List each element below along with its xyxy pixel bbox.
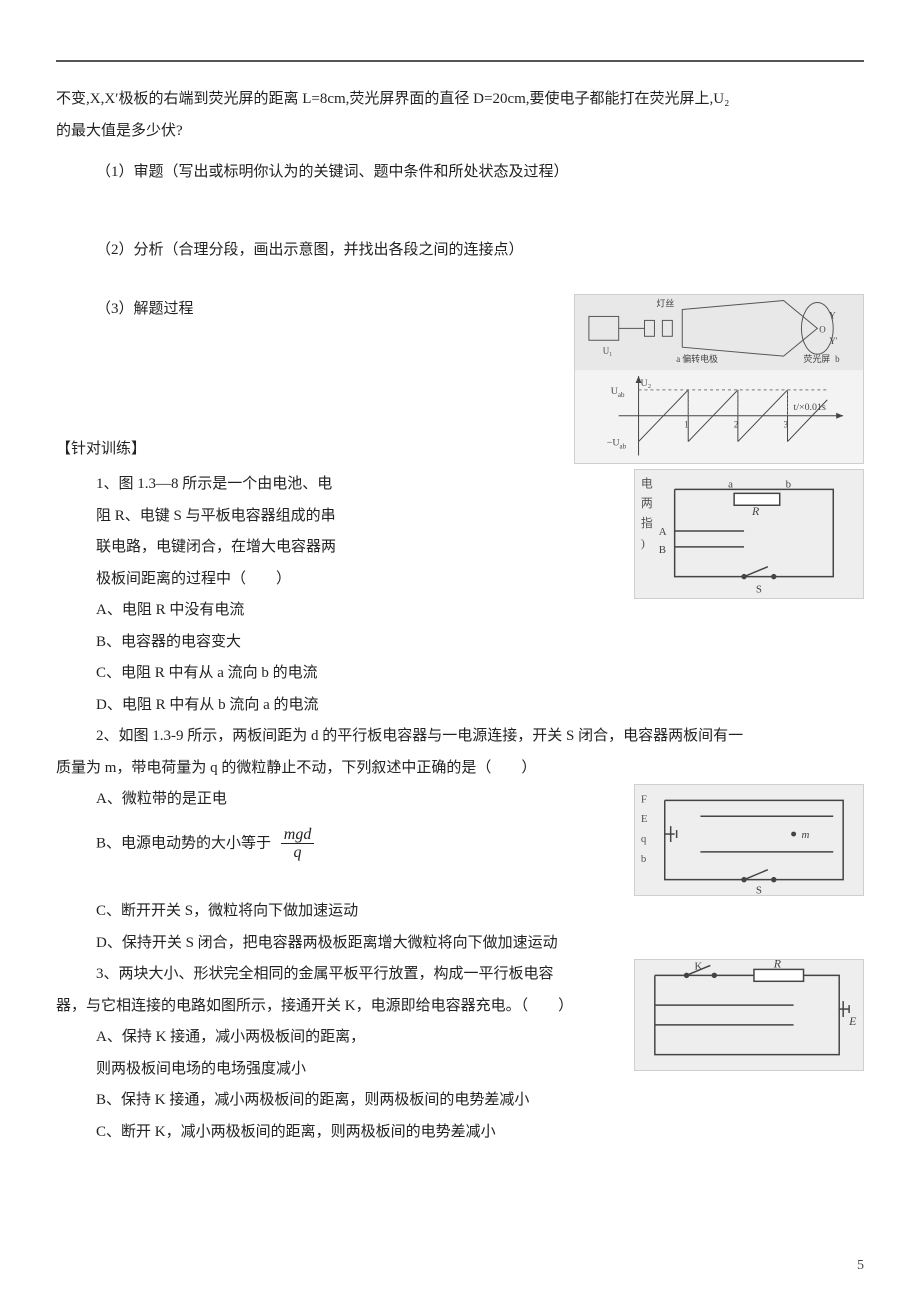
fraction-mgd-q: mgd q (281, 826, 315, 862)
svg-text:F: F (641, 793, 647, 805)
svg-text:b: b (641, 853, 647, 865)
svg-text:Y: Y (829, 310, 836, 320)
svg-text:m: m (802, 829, 810, 841)
q1-line-1: 1、图 1.3—8 所示是一个由电池、电 (96, 469, 614, 501)
q3-option-b: B、保持 K 接通，减小两极板间的距离，则两极板间的电势差减小 (96, 1085, 864, 1117)
svg-text:q: q (641, 833, 647, 845)
svg-text:K: K (694, 960, 702, 972)
svg-text:): ) (641, 536, 645, 550)
svg-text:2: 2 (734, 420, 738, 430)
svg-text:R: R (773, 959, 782, 970)
svg-text:U₂: U₂ (641, 378, 652, 389)
svg-text:U₁: U₁ (603, 346, 613, 356)
svg-text:Y′: Y′ (829, 336, 837, 346)
svg-text:B: B (659, 544, 666, 556)
q2-option-b-prefix: B、电源电动势的大小等于 (96, 835, 271, 851)
svg-text:b: b (786, 478, 792, 490)
q2-option-b: B、电源电动势的大小等于 mgd q (96, 826, 614, 862)
q2-option-c: C、断开开关 S，微粒将向下做加速运动 (96, 896, 864, 928)
q1-option-d: D、电阻 R 中有从 b 流向 a 的电流 (96, 690, 864, 722)
fraction-denominator: q (281, 844, 315, 862)
q1-line-2: 阻 R、电键 S 与平板电容器组成的串 (96, 501, 614, 533)
svg-text:3: 3 (784, 420, 789, 430)
svg-text:R: R (751, 504, 760, 518)
svg-text:1: 1 (684, 420, 688, 430)
q3-line-1: 3、两块大小、形状完全相同的金属平板平行放置，构成一平行板电容 (96, 959, 614, 991)
step-1: （1）审题（写出或标明你认为的关键词、题中条件和所处状态及过程） (96, 157, 864, 189)
q1-option-c: C、电阻 R 中有从 a 流向 b 的电流 (96, 658, 864, 690)
step-3: （3）解题过程 (96, 294, 554, 326)
intro-line-1: 不变,X,X′极板的右端到荧光屏的距离 L=8cm,荧光屏界面的直径 D=20c… (56, 84, 864, 116)
page-number: 5 (857, 1258, 864, 1274)
section-title-training: 【针对训练】 (56, 434, 554, 466)
step-2: （2）分析（合理分段，画出示意图，并找出各段之间的连接点） (96, 235, 864, 267)
svg-text:b: b (835, 354, 840, 364)
svg-text:E: E (641, 813, 648, 825)
figure-crt-waveform: 灯丝 偏转电极 荧光屏 U₁ a b Y Y′ O (574, 294, 864, 464)
q2-option-d: D、保持开关 S 闭合，把电容器两极板距离增大微粒将向下做加速运动 (96, 928, 864, 960)
svg-text:灯丝: 灯丝 (656, 298, 674, 309)
svg-text:O: O (819, 324, 826, 334)
q3-line-2: 器，与它相连接的电路如图所示，接通开关 K，电源即给电容器充电。（ ） (56, 991, 614, 1023)
fraction-numerator: mgd (281, 826, 315, 845)
q2-line-1: 2、如图 1.3-9 所示，两板间距为 d 的平行板电容器与一电源连接，开关 S… (96, 721, 864, 753)
q3-option-c: C、断开 K，减小两极板间的距离，则两极板间的电势差减小 (96, 1117, 864, 1149)
figure-rc-circuit: 电 两 指 ) a b R (634, 469, 864, 599)
intro-line-2: 的最大值是多少伏? (56, 116, 864, 148)
svg-text:A: A (659, 526, 667, 538)
svg-text:荧光屏: 荧光屏 (803, 353, 830, 364)
svg-text:两: 两 (641, 496, 653, 510)
svg-text:E: E (848, 1014, 857, 1028)
top-rule (56, 60, 864, 62)
svg-text:S: S (756, 885, 762, 896)
q1-line-3: 联电路，电键闭合，在增大电容器两 (96, 532, 614, 564)
svg-text:a: a (676, 354, 680, 364)
q1-option-a: A、电阻 R 中没有电流 (96, 595, 614, 627)
q3-option-a-2: 则两极板间电场的电场强度减小 (96, 1054, 614, 1086)
svg-text:偏转电极: 偏转电极 (682, 353, 718, 364)
q1-option-b: B、电容器的电容变大 (96, 627, 864, 659)
figure-capacitor-particle: F E q b m S (634, 784, 864, 896)
q2-option-a: A、微粒带的是正电 (96, 784, 614, 816)
q1-line-4: 极板间距离的过程中（ ） (96, 564, 614, 596)
q3-option-a-1: A、保持 K 接通，减小两极板间的距离， (96, 1022, 614, 1054)
q2-line-2: 质量为 m，带电荷量为 q 的微粒静止不动，下列叙述中正确的是（ ） (56, 753, 864, 785)
svg-text:指: 指 (641, 516, 653, 530)
figure-k-r-circuit: K R E (634, 959, 864, 1071)
svg-text:t/×0.01s: t/×0.01s (793, 402, 825, 413)
svg-text:电: 电 (641, 476, 653, 490)
svg-text:a: a (728, 478, 733, 490)
svg-text:S: S (756, 583, 762, 595)
